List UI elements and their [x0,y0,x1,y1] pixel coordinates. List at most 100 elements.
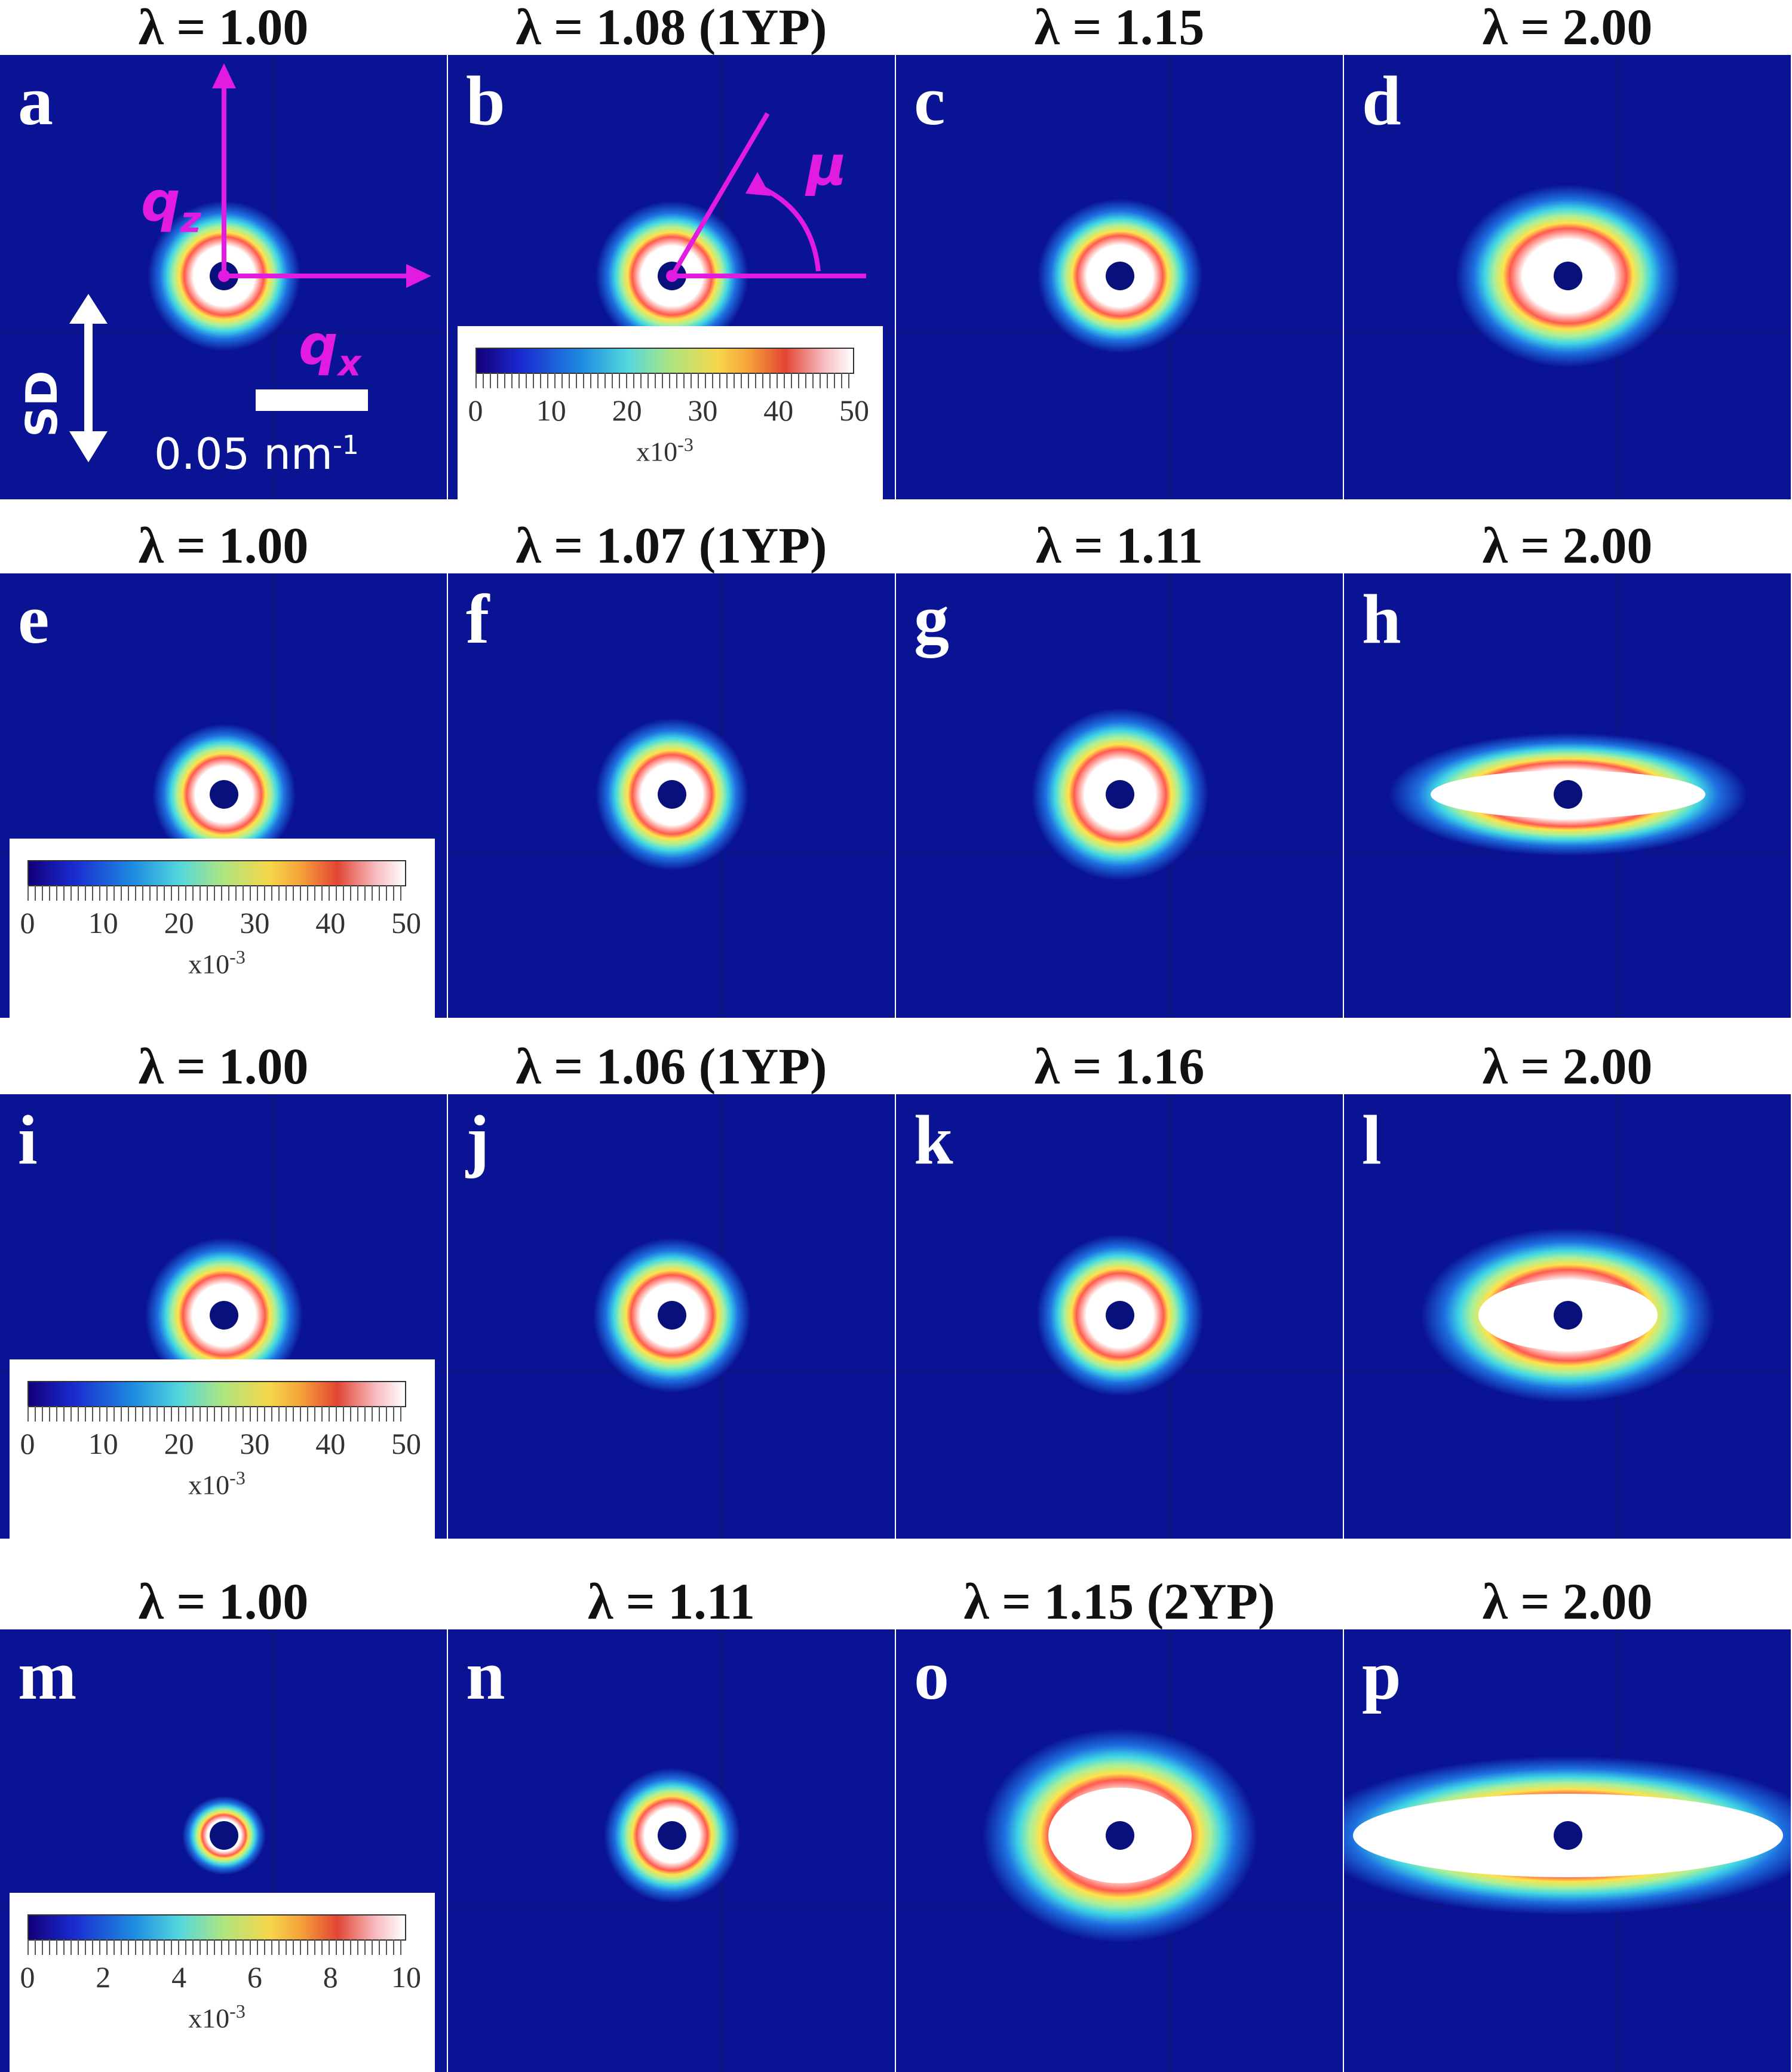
panel-title-l: λ = 2.00 [1482,1037,1653,1095]
panel-title-e: λ = 1.00 [138,517,309,574]
colorbar-tick-label: 40 [763,394,794,427]
panel-title-m: λ = 1.00 [138,1573,309,1630]
colorbar-tick-label: 40 [315,1427,346,1460]
panel-title-d: λ = 2.00 [1482,0,1653,56]
colorbar-unit: x10-3 [636,434,694,467]
colorbar-unit-base: x10 [188,2003,230,2034]
colorbar-gradient [27,860,406,886]
colorbar-unit-exponent: -3 [229,1467,246,1488]
colorbar-row-2: 0 10 20 30 40 50 x10-3 [10,839,435,1018]
panel-letter-p: p [1362,1636,1401,1714]
saxs-panel-p: p [1344,1629,1791,2072]
scattering-pattern-p [1344,1629,1791,2072]
saxs-panel-d: d [1344,55,1791,499]
saxs-panel-n: n [448,1629,895,2072]
saxs-panel-m: m 0 2 4 6 8 10 x10-3 [0,1629,447,2072]
scale-bar-label: 0.05 nm-1 [154,429,359,479]
panel-letter-f: f [466,580,490,658]
colorbar-tick-label: 30 [240,906,270,940]
colorbar-tick-label: 50 [839,394,869,427]
panel-letter-o: o [914,1636,949,1714]
colorbar-unit-base: x10 [188,1469,230,1500]
qz-axis-label: qz [141,170,201,241]
panel-letter-g: g [914,580,949,658]
colorbar-unit-base: x10 [636,436,678,467]
colorbar-unit: x10-3 [188,2000,246,2034]
colorbar-tick-label: 0 [20,906,35,940]
colorbar-tick-label: 8 [323,1960,338,1994]
panel-letter-n: n [466,1636,505,1714]
colorbar-tick-label: 6 [247,1960,262,1994]
colorbar-tick-label: 0 [20,1960,35,1994]
colorbar-tick-label: 4 [171,1960,187,1994]
colorbar-tick-label: 10 [536,394,566,427]
colorbar-tick-label: 50 [391,906,421,940]
saxs-panel-g: g [896,573,1343,1018]
scattering-pattern-a [0,55,447,499]
panel-title-k: λ = 1.16 [1034,1037,1205,1095]
saxs-panel-c: c [896,55,1343,499]
colorbar-tick-label: 50 [391,1427,421,1460]
stretching-direction-label: SD [17,370,67,437]
colorbar-minor-ticks [27,885,406,901]
panel-title-b: λ = 1.08 (1YP) [515,0,827,56]
colorbar-tick-label: 0 [468,394,483,427]
colorbar-tick-label: 10 [391,1960,421,1994]
colorbar-tick-label: 10 [88,1427,118,1460]
saxs-panel-f: f [448,573,895,1018]
saxs-panel-e: e 0 10 20 30 40 50 x10-3 [0,573,447,1018]
colorbar-tick-label: 40 [315,906,346,940]
colorbar-minor-ticks [475,373,854,388]
panel-title-j: λ = 1.06 (1YP) [515,1037,827,1095]
panel-letter-c: c [914,62,946,140]
colorbar-unit: x10-3 [188,946,246,980]
panel-letter-d: d [1362,62,1401,140]
panel-letter-j: j [466,1101,490,1179]
colorbar-gradient [27,1381,406,1407]
scattering-pattern-d [1344,55,1791,499]
azimuthal-angle-label: μ [806,134,847,198]
colorbar-tick-label: 30 [240,1427,270,1460]
colorbar-minor-ticks [27,1406,406,1422]
scattering-pattern-n [448,1629,895,2072]
scattering-pattern-g [896,573,1343,1018]
panel-title-i: λ = 1.00 [138,1037,309,1095]
colorbar-unit: x10-3 [188,1467,246,1500]
scattering-pattern-h [1344,573,1791,1018]
panel-letter-k: k [914,1101,953,1179]
panel-title-g: λ = 1.11 [1035,517,1203,574]
qx-axis-label: qx [299,313,361,385]
panel-letter-a: a [18,62,53,140]
colorbar-unit-exponent: -3 [229,946,246,968]
panel-title-f: λ = 1.07 (1YP) [515,517,827,574]
saxs-panel-l: l [1344,1094,1791,1539]
colorbar-tick-label: 0 [20,1427,35,1460]
colorbar-tick-label: 20 [164,1427,194,1460]
colorbar-row-1: 0 10 20 30 40 50 x10-3 [458,326,883,499]
panel-title-o: λ = 1.15 (2YP) [963,1573,1275,1630]
colorbar-row-4: 0 2 4 6 8 10 x10-3 [10,1893,435,2072]
colorbar-gradient [475,348,854,374]
saxs-panel-k: k [896,1094,1343,1539]
saxs-panel-h: h [1344,573,1791,1018]
scattering-pattern-l [1344,1094,1791,1539]
panel-letter-i: i [18,1101,38,1179]
panel-title-p: λ = 2.00 [1482,1573,1653,1630]
panel-letter-l: l [1362,1101,1382,1179]
panel-letter-m: m [18,1636,77,1714]
panel-title-h: λ = 2.00 [1482,517,1653,574]
panel-title-a: λ = 1.00 [138,0,309,56]
panel-title-n: λ = 1.11 [587,1573,755,1630]
panel-title-c: λ = 1.15 [1034,0,1205,56]
scattering-pattern-c [896,55,1343,499]
colorbar-tick-label: 10 [88,906,118,940]
scattering-pattern-k [896,1094,1343,1539]
saxs-panel-i: i 0 10 20 30 40 50 x10-3 [0,1094,447,1539]
colorbar-unit-exponent: -3 [677,434,694,455]
panel-letter-h: h [1362,580,1401,658]
colorbar-unit-exponent: -3 [229,2000,246,2022]
scattering-pattern-f [448,573,895,1018]
saxs-panel-o: o [896,1629,1343,2072]
colorbar-tick-label: 20 [164,906,194,940]
